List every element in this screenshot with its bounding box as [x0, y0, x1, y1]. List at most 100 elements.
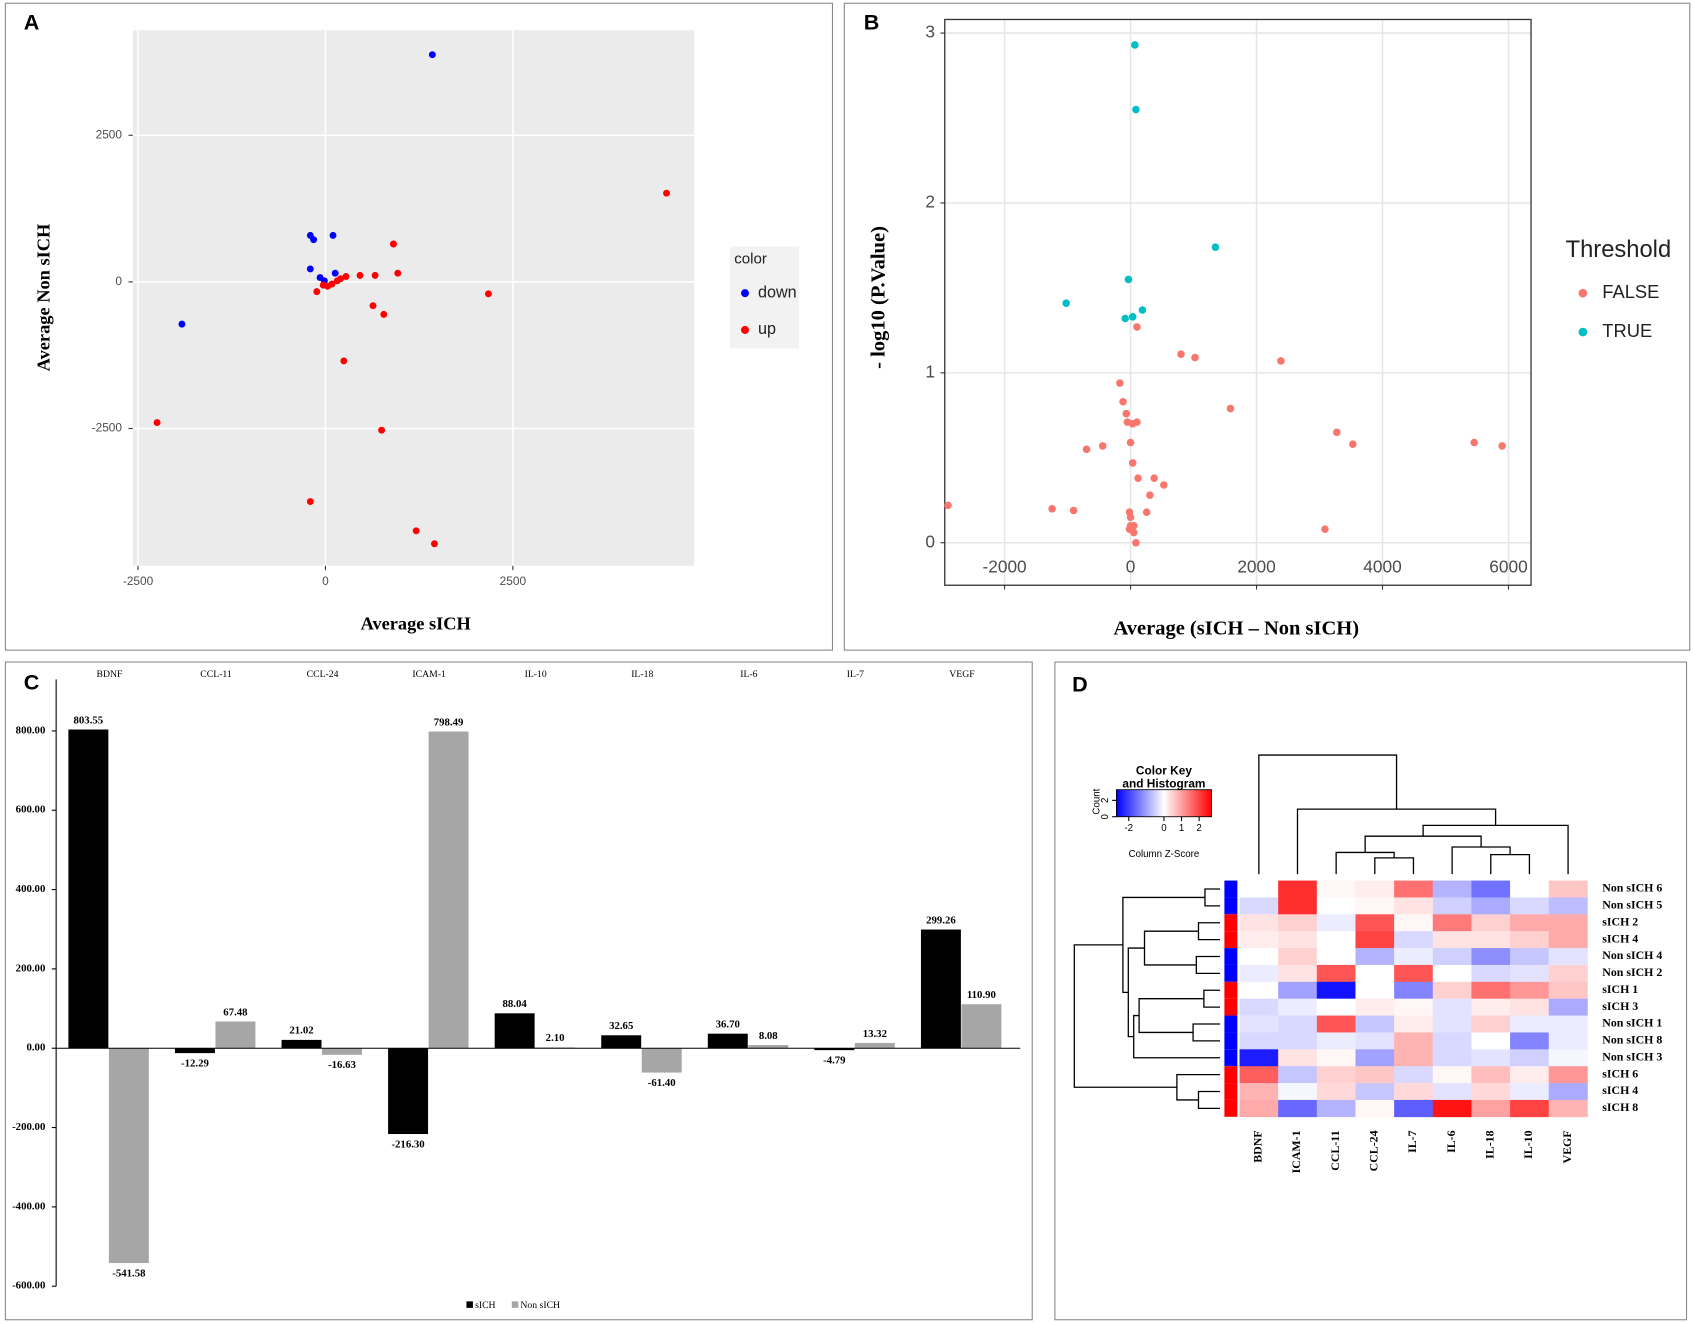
point	[1119, 397, 1127, 406]
category-label: IL-7	[847, 669, 864, 680]
heatmap-cell	[1394, 998, 1434, 1016]
heatmap-cell	[1239, 880, 1279, 898]
key-tick-label: 0	[1161, 823, 1167, 834]
y-tick-label: 3	[925, 22, 935, 42]
x-tick-label: 4000	[1363, 556, 1401, 576]
heatmap-cell	[1239, 931, 1279, 949]
heatmap-cell	[1316, 1032, 1356, 1050]
row-side-color	[1224, 1049, 1238, 1067]
heatmap-cell	[1239, 998, 1279, 1016]
bar	[215, 1021, 256, 1049]
point	[1226, 404, 1235, 413]
point	[1132, 105, 1140, 114]
point	[1134, 474, 1142, 482]
y-tick-label: 600.00	[16, 804, 46, 816]
dendrogram	[1296, 808, 1497, 875]
point	[1130, 528, 1138, 537]
plot-background	[132, 30, 695, 566]
y-tick-label: 1	[925, 361, 935, 381]
heatmap-cell	[1355, 1015, 1395, 1033]
point	[663, 189, 670, 197]
heatmap-cell	[1239, 897, 1279, 915]
heatmap-cell	[1432, 1099, 1472, 1118]
heatmap-cell	[1432, 931, 1472, 949]
heatmap-cell	[1316, 931, 1356, 949]
point	[428, 51, 436, 59]
data-label: 2.10	[546, 1032, 565, 1044]
point	[1133, 323, 1141, 331]
dendrogram	[1203, 989, 1221, 1008]
row-side-color	[1224, 897, 1238, 915]
y-tick-label: 800.00	[16, 724, 46, 736]
heatmap-cell	[1394, 914, 1434, 932]
panel-border	[1054, 661, 1688, 1321]
heatmap-cell	[1432, 897, 1472, 915]
point	[380, 310, 388, 318]
panel-border	[843, 2, 1691, 651]
point	[389, 240, 397, 248]
panel-border	[4, 661, 1033, 1321]
heatmap-cell	[1432, 948, 1472, 966]
heatmap-cell	[1239, 1049, 1279, 1067]
key-ylabel: Count	[1092, 788, 1103, 814]
panel-label: C	[24, 669, 40, 694]
column-label: BDNF	[1251, 1130, 1265, 1162]
point	[313, 288, 321, 296]
point	[1062, 299, 1070, 307]
heatmap-cell	[1471, 1015, 1511, 1033]
heatmap-cell	[1510, 1032, 1550, 1050]
heatmap-cell	[1394, 1032, 1434, 1050]
key-title: Color Key	[1136, 763, 1192, 777]
category-label: IL-10	[525, 669, 547, 680]
heatmap-cell	[1548, 880, 1588, 898]
data-label: 67.48	[223, 1006, 248, 1018]
heatmap-cell	[1548, 1099, 1588, 1118]
column-label: IL-18	[1482, 1130, 1496, 1158]
point	[484, 290, 492, 298]
heatmap-cell	[1355, 948, 1395, 966]
x-tick-label: -2500	[123, 574, 154, 588]
point	[153, 419, 161, 427]
heatmap-cell	[1355, 1032, 1395, 1050]
dendrogram	[1143, 930, 1199, 966]
row-side-color	[1224, 931, 1238, 949]
bar	[428, 731, 469, 1049]
heatmap-cell	[1355, 981, 1395, 1000]
heatmap-cell	[1510, 1099, 1550, 1118]
data-label: -216.30	[391, 1138, 424, 1150]
dendrogram	[1195, 955, 1221, 975]
legend-label: sICH	[475, 1300, 496, 1311]
dendrogram	[1204, 888, 1221, 907]
heatmap-cell	[1355, 931, 1395, 949]
heatmap-cell	[1394, 1099, 1434, 1118]
row-side-color	[1224, 1066, 1238, 1084]
legend-marker	[741, 325, 750, 334]
heatmap-cell	[1239, 914, 1279, 932]
heatmap-cell	[1471, 1049, 1511, 1067]
panel-border	[4, 2, 834, 651]
heatmap-cell	[1432, 1032, 1472, 1050]
data-label: 798.49	[434, 716, 464, 728]
heatmap-cell	[1394, 931, 1434, 949]
heatmap-cell	[1471, 1083, 1511, 1101]
heatmap-cell	[1316, 1066, 1356, 1084]
x-tick-label: 2500	[500, 574, 527, 588]
heatmap-cell	[1394, 1015, 1434, 1033]
bar	[322, 1048, 362, 1055]
heatmap-cell	[1548, 964, 1588, 983]
legend-label: FALSE	[1602, 281, 1659, 302]
heatmap-cell	[1548, 914, 1588, 932]
row-label: Non sICH 2	[1602, 965, 1662, 979]
heatmap-cell	[1432, 981, 1472, 1000]
row-side-color	[1224, 1083, 1238, 1100]
key-tick-label: 0	[1100, 813, 1111, 819]
category-label: IL-6	[740, 669, 757, 680]
data-label: 299.26	[926, 914, 956, 926]
heatmap-cell	[1510, 948, 1550, 966]
data-label: 88.04	[503, 998, 528, 1010]
row-side-color	[1224, 880, 1238, 898]
point	[1069, 506, 1078, 515]
legend-marker	[511, 1301, 519, 1308]
key-tick-label: 2	[1196, 823, 1201, 834]
heatmap-cell	[1239, 981, 1279, 1000]
